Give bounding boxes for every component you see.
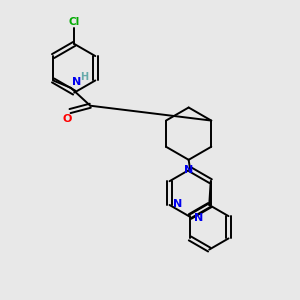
Text: N: N (72, 77, 81, 87)
Text: N: N (184, 165, 193, 175)
Text: N: N (194, 213, 203, 223)
Text: Cl: Cl (69, 17, 80, 27)
Text: N: N (173, 199, 183, 208)
Text: O: O (63, 114, 72, 124)
Text: H: H (80, 72, 88, 82)
